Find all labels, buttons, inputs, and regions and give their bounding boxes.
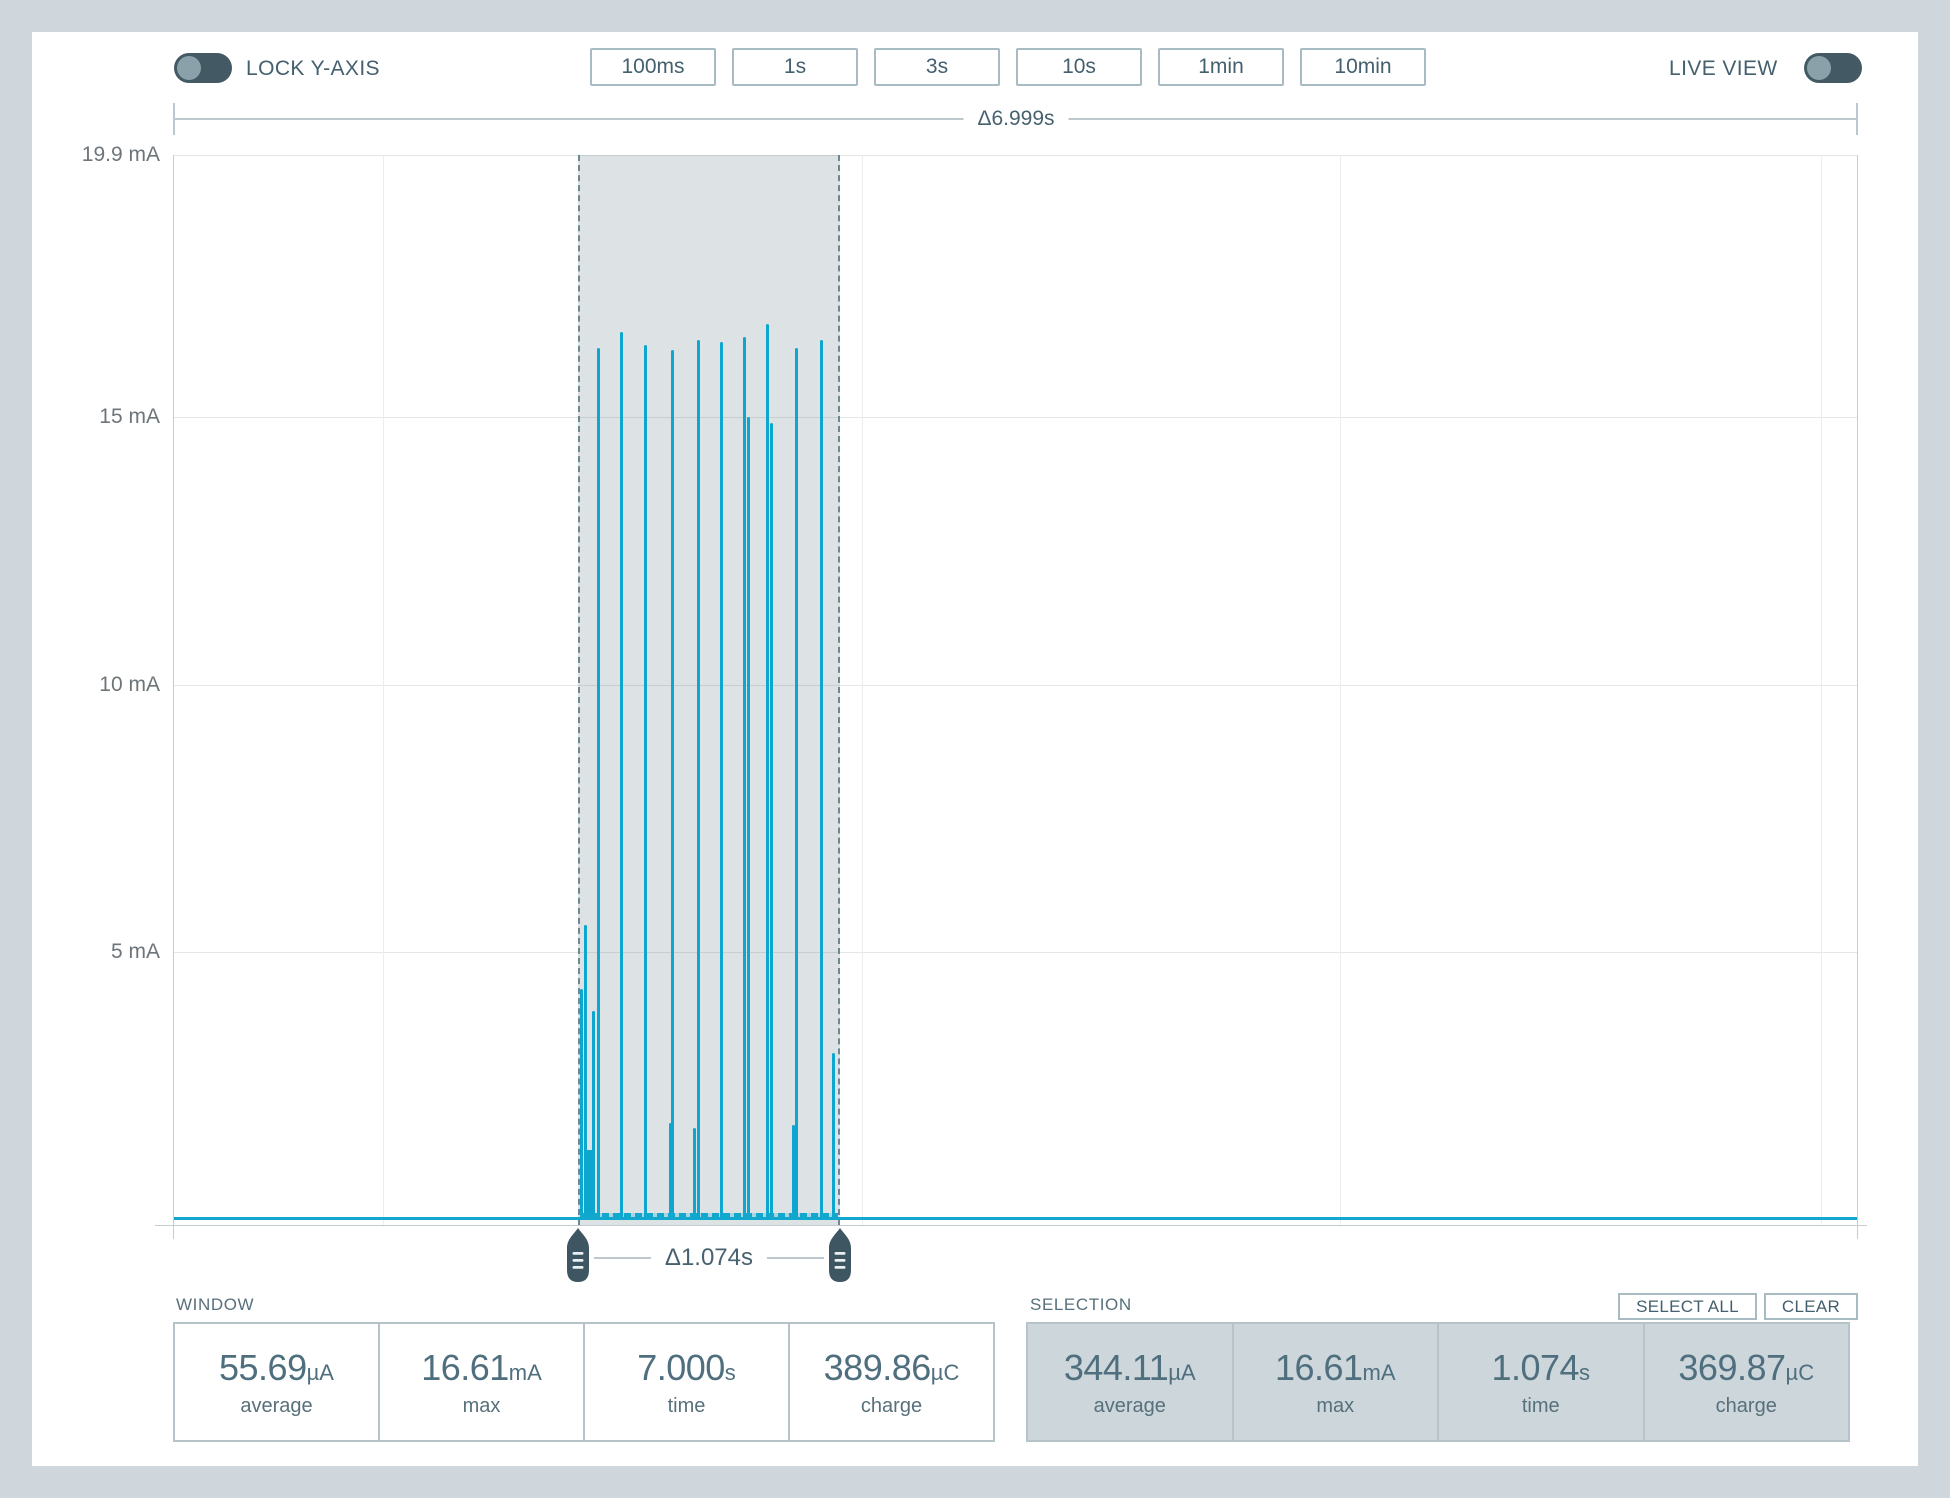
live-view-label: LIVE VIEW	[1669, 57, 1778, 80]
window-button-3s[interactable]: 3s	[874, 48, 1000, 86]
stat-label: charge	[1715, 1394, 1777, 1417]
stat-label: max	[462, 1394, 501, 1417]
current-spike	[746, 417, 750, 1219]
selection-stat-average: 344.11µA average	[1028, 1324, 1232, 1440]
current-spike	[579, 989, 583, 1219]
current-trace-baseline	[174, 1217, 1857, 1220]
chart-plot-area[interactable]	[174, 155, 1857, 1225]
stat-label: charge	[860, 1394, 923, 1417]
stat-label: max	[1316, 1394, 1355, 1417]
window-stat-max: 16.61mA max	[378, 1324, 583, 1440]
stat-value: 55.69µA	[219, 1346, 334, 1388]
window-stats-panel: 55.69µA average 16.61mA max 7.000s time …	[173, 1322, 995, 1442]
ruler-end-tick-left	[173, 103, 175, 135]
current-spike	[620, 331, 624, 1219]
lock-y-axis-toggle[interactable]	[174, 53, 232, 83]
current-spike	[791, 1125, 795, 1219]
y-gridline	[174, 155, 1857, 157]
current-spike	[696, 339, 700, 1219]
clear-button[interactable]: CLEAR	[1764, 1293, 1858, 1320]
y-gridline	[174, 417, 1857, 419]
selection-section-title: SELECTION	[1030, 1295, 1132, 1314]
y-axis-tick-label: 10 mA	[99, 672, 160, 696]
window-stat-charge: 389.86µC charge	[788, 1324, 993, 1440]
time-window-button-group: 100ms 1s 3s 10s 1min 10min	[590, 48, 1426, 86]
current-spike	[591, 1010, 595, 1219]
stat-value: 1.074s	[1491, 1346, 1591, 1388]
current-spike	[671, 350, 675, 1219]
current-spike	[742, 337, 746, 1219]
current-spike	[668, 1122, 672, 1219]
y-gridline	[174, 684, 1857, 686]
profiler-card: LOCK Y-AXIS 100ms 1s 3s 10s 1min 10min L…	[32, 32, 1918, 1466]
current-spike	[692, 1128, 696, 1219]
current-spike	[820, 339, 824, 1219]
selection-stat-time: 1.074s time	[1437, 1324, 1643, 1440]
stat-label: average	[240, 1394, 313, 1417]
y-gridline	[174, 951, 1857, 953]
selection-region-overlay	[577, 155, 840, 1225]
stat-label: average	[1093, 1394, 1166, 1417]
stat-label: time	[1521, 1394, 1560, 1417]
current-spike	[795, 347, 799, 1219]
current-spike	[596, 347, 600, 1219]
toggle-knob-icon	[1807, 56, 1831, 80]
window-stat-time: 7.000s time	[583, 1324, 788, 1440]
toggle-knob-icon	[177, 56, 201, 80]
select-all-button[interactable]: SELECT ALL	[1618, 1293, 1757, 1320]
selection-stat-max: 16.61mA max	[1231, 1324, 1438, 1440]
window-delta-label: Δ6.999s	[963, 107, 1069, 131]
selection-stats-panel: 344.11µA average 16.61mA max 1.074s time…	[1026, 1322, 1850, 1442]
window-button-10s[interactable]: 10s	[1016, 48, 1142, 86]
y-axis-tick-label: 19.9 mA	[81, 143, 160, 167]
current-spike	[585, 1149, 594, 1219]
y-axis-tick-label: 5 mA	[110, 939, 160, 963]
y-axis-line	[173, 155, 174, 1239]
selection-delta-label: Δ1.074s	[650, 1244, 767, 1272]
window-button-10min[interactable]: 10min	[1300, 48, 1426, 86]
x-axis-line	[155, 1225, 1867, 1226]
window-button-100ms[interactable]: 100ms	[590, 48, 716, 86]
stat-value: 16.61mA	[1274, 1346, 1396, 1388]
plot-right-border	[1857, 155, 1858, 1239]
selection-handle-left[interactable]	[566, 1227, 589, 1283]
y-axis-tick-label: 15 mA	[99, 405, 160, 429]
ruler-end-tick-right	[1856, 103, 1858, 135]
current-spike	[765, 323, 769, 1219]
time-gridline	[861, 155, 863, 1225]
stat-value: 16.61mA	[421, 1346, 542, 1388]
current-spike	[644, 345, 648, 1219]
selection-stat-charge: 369.87µC charge	[1642, 1324, 1849, 1440]
lock-y-axis-label: LOCK Y-AXIS	[246, 57, 380, 80]
current-spike	[720, 342, 724, 1219]
window-section-title: WINDOW	[176, 1295, 255, 1314]
stat-value: 369.87µC	[1678, 1346, 1815, 1388]
time-gridline	[383, 155, 385, 1225]
stat-value: 344.11µA	[1063, 1346, 1196, 1388]
window-button-1s[interactable]: 1s	[732, 48, 858, 86]
stat-value: 389.86µC	[823, 1346, 960, 1388]
current-spike	[831, 1053, 835, 1219]
stat-value: 7.000s	[637, 1346, 736, 1388]
current-spike	[770, 422, 774, 1219]
window-button-1min[interactable]: 1min	[1158, 48, 1284, 86]
time-gridline	[1820, 155, 1822, 1225]
baseline-activity-strip	[579, 1213, 838, 1219]
time-gridline	[1340, 155, 1342, 1225]
selection-handle-right[interactable]	[828, 1227, 851, 1283]
window-stat-average: 55.69µA average	[175, 1324, 378, 1440]
live-view-toggle[interactable]	[1804, 53, 1862, 83]
current-spike	[583, 925, 587, 1219]
stat-label: time	[667, 1394, 706, 1417]
